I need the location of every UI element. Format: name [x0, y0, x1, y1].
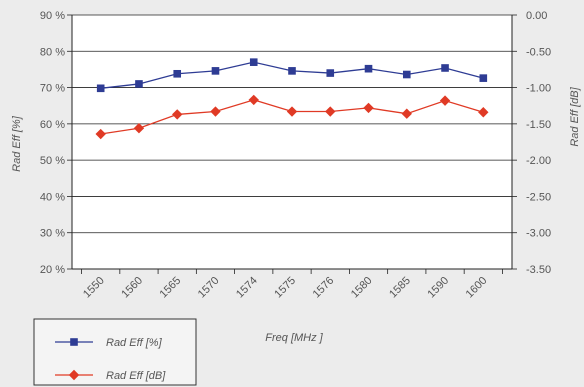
right-tick-label: 0.00	[526, 10, 547, 22]
left-tick-label: 30 %	[40, 228, 65, 240]
data-point-diamond	[248, 94, 259, 106]
data-point-diamond	[401, 108, 412, 119]
left-tick-label: 70 %	[40, 83, 65, 95]
left-tick-label: 20 %	[40, 264, 65, 276]
right-tick-label: -1.50	[526, 119, 551, 131]
data-point-square	[441, 64, 449, 72]
right-tick-label: -3.00	[526, 228, 551, 240]
data-point-diamond	[363, 102, 374, 114]
left-tick-label: 80 %	[40, 46, 65, 58]
data-point-square	[326, 69, 335, 77]
series-rad-eff-percent	[96, 58, 488, 93]
x-axis-ticks: 1550 1560 1565 1570 1574 1575 1576 1580 1585 1590…	[81, 269, 503, 301]
data-point-square	[479, 74, 488, 82]
x-tick-label: 1580	[349, 275, 375, 301]
data-point-diamond	[172, 109, 183, 120]
data-point-diamond	[95, 128, 106, 140]
x-axis-label: Freq [MHz ]	[265, 332, 323, 344]
left-axis-ticks: 20 % 30 % 40 % 50 % 60 % 70 % 80 % 90 %	[40, 10, 72, 276]
data-point-square	[364, 64, 373, 73]
y-axis-left-label: Rad Eff [%]	[11, 115, 23, 172]
x-tick-label: 1590	[425, 275, 451, 301]
data-point-diamond	[325, 106, 336, 117]
data-point-diamond	[286, 106, 298, 117]
grid-lines	[72, 14, 512, 270]
x-tick-label: 1550	[81, 275, 107, 301]
data-point-diamond	[439, 95, 451, 106]
data-point-diamond	[478, 107, 489, 118]
data-point-square	[70, 338, 78, 346]
data-point-diamond	[210, 106, 221, 117]
data-point-square	[96, 84, 105, 93]
legend-label: Rad Eff [%]	[106, 337, 163, 349]
data-point-diamond	[133, 123, 145, 134]
data-point-square	[173, 69, 182, 78]
data-point-square	[249, 58, 258, 66]
legend: Rad Eff [%] Rad Eff [dB]	[33, 318, 197, 386]
x-tick-label: 1575	[272, 275, 298, 301]
series-layer	[95, 58, 489, 140]
left-tick-label: 60 %	[40, 119, 65, 131]
legend-item: Rad Eff [dB]	[55, 369, 166, 382]
data-point-square	[211, 67, 220, 75]
data-point-square	[135, 80, 143, 88]
right-axis-ticks: -3.50 -3.00 -2.50 -2.00 -1.50 -1.00 -0.50 0.00	[512, 10, 551, 276]
legend-box	[33, 318, 197, 386]
x-tick-label: 1600	[464, 275, 490, 301]
x-tick-label: 1576	[311, 275, 337, 301]
right-tick-label: -0.50	[526, 46, 551, 58]
data-point-square	[288, 67, 296, 75]
x-tick-label: 1565	[158, 275, 184, 301]
right-tick-label: -2.50	[526, 191, 551, 203]
axes	[71, 15, 513, 270]
right-tick-label: -3.50	[526, 264, 551, 276]
legend-item: Rad Eff [%]	[55, 337, 163, 349]
right-tick-label: -2.00	[526, 155, 551, 167]
data-point-square	[402, 70, 411, 79]
legend-label: Rad Eff [dB]	[106, 370, 166, 382]
series-rad-eff-db	[95, 94, 489, 140]
x-tick-label: 1585	[387, 275, 413, 301]
left-tick-label: 90 %	[40, 10, 65, 22]
x-tick-label: 1574	[234, 275, 260, 301]
left-tick-label: 50 %	[40, 155, 65, 167]
left-tick-label: 40 %	[40, 191, 65, 203]
plot-area	[72, 15, 512, 269]
y-axis-right-label: Rad Eff [dB]	[569, 86, 581, 146]
x-tick-label: 1560	[119, 275, 145, 301]
right-tick-label: -1.00	[526, 83, 551, 95]
data-point-diamond	[68, 369, 80, 381]
x-tick-label: 1570	[196, 275, 222, 301]
